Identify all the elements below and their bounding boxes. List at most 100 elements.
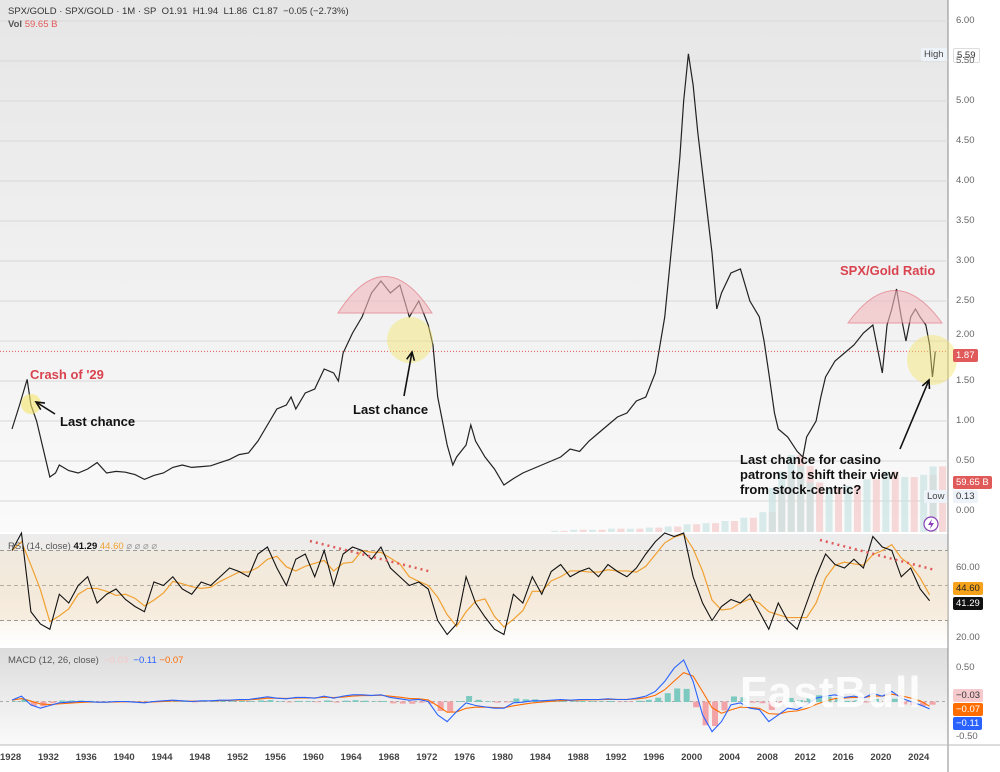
macd-histogram-bar [267,700,274,702]
time-tick-label: 2008 [756,752,778,763]
rsi-settings-icons[interactable]: ⌀ ⌀ ⌀ ⌀ [126,541,158,552]
macd-histogram-bar [503,701,510,703]
arrow-head-icon [34,401,46,411]
time-tick-label: 1980 [491,752,514,763]
chart-header: SPX/GOLD · SPX/GOLD · 1M · SP O1.91 H1.9… [8,6,349,17]
macd-pane [0,648,948,745]
macd-histogram-bar [835,697,842,702]
rsi-value: 41.29 [73,541,98,552]
macd-histogram-bar [598,701,605,702]
macd-histogram-bar [579,700,586,702]
volume-bar [712,523,720,532]
volume-bar [920,474,928,532]
ohlc-high: H1.94 [192,6,219,17]
macd-header[interactable]: MACD (12, 26, close) −0.03 −0.11 −0.07 [8,655,183,666]
macd-histogram-bar [882,701,889,703]
macd-histogram-bar [626,701,633,703]
time-tick-label: 1952 [227,752,249,763]
volume-bar [702,523,710,532]
macd-histogram-bar [447,701,454,712]
price-change: −0.05 (−2.73%) [283,6,349,17]
price-tick-label: 4.50 [956,135,975,146]
price-tick-label: 5.50 [956,55,975,66]
price-tick-label: 1.00 [956,415,975,426]
volume-bar [872,479,880,532]
macd-histogram-bar [248,701,255,702]
rsi-pane [0,534,948,646]
volume-bar [768,488,776,532]
last-price-tag: 1.87 [953,349,978,362]
macd-histogram-bar [191,701,198,703]
lightning-bolt-icon [928,519,934,529]
macd-histogram-bar [522,699,529,702]
macd-histogram-bar [721,701,728,711]
macd-histogram-bar [693,701,700,708]
macd-histogram-bar [371,701,378,702]
volume-bar [570,529,578,532]
low-value-tag: 0.13 [953,490,978,503]
volume-bar [589,529,597,532]
volume-bar [636,528,644,532]
rsi-tick-label: 60.00 [956,562,980,573]
macd-histogram-bar [59,700,66,702]
volume-bar [806,482,814,532]
macd-histogram-bar [920,701,927,707]
volume-bar [778,471,786,532]
macd-histogram-bar [12,701,18,702]
rsi-trendline [819,538,936,572]
macd-histogram-bar [494,701,501,703]
macd-histogram-bar [513,698,520,702]
ratio-annotation: SPX/Gold Ratio [840,263,936,278]
volume-header: Vol 59.65 B [8,19,57,30]
rsi-band [0,550,948,621]
macd-histogram-bar [68,700,75,702]
price-tick-label: 2.00 [956,329,975,340]
volume-bar [797,466,805,532]
volume-bar [891,471,899,532]
time-tick-label: 1992 [605,752,627,763]
time-tick-label: 1944 [151,752,173,763]
time-tick-label: 1956 [264,752,287,763]
macd-histogram-bar [295,700,302,702]
macd-histogram-bar [872,698,879,702]
rsi-header[interactable]: RSI (14, close) 41.29 44.60 ⌀ ⌀ ⌀ ⌀ [8,541,157,552]
rsi-line [11,531,931,636]
price-line [11,53,936,486]
time-tick-label: 1972 [416,752,438,763]
macd-histogram-bar [201,701,208,702]
macd-histogram-bar [617,701,624,703]
volume-bar [825,488,833,532]
time-tick-label: 2024 [908,752,930,763]
volume-bar [844,485,852,532]
volume-bar [730,521,738,532]
time-tick-label: 2016 [832,752,854,763]
last-volume-tag: 59.65 B [953,476,992,489]
rsi-ma-tag: 44.60 [953,582,983,595]
volume-bar [901,477,909,532]
volume-bar [664,526,672,532]
macd-histogram-bar [305,701,312,702]
macd-histogram-bar [49,701,56,703]
macd-signal-line [11,671,930,715]
macd-histogram-bar [343,700,350,702]
time-tick-label: 1996 [643,752,665,763]
macd-histogram-bar [239,700,246,702]
time-tick-label: 2012 [794,752,816,763]
time-tick-label: 1932 [37,752,59,763]
macd-signal-tag: −0.07 [953,703,984,716]
volume-bar [598,529,606,532]
casino-line-3: from stock-centric? [740,482,862,497]
time-tick-label: 1988 [567,752,589,763]
price-tick-label: 4.00 [956,175,975,186]
volume-bar [721,521,729,532]
arrow-head-icon [921,378,931,390]
macd-histogram-bar [380,701,387,702]
macd-histogram-bar [759,701,766,704]
macd-histogram-bar [409,701,416,704]
macd-histogram-bar [636,700,643,702]
macd-histogram-bar [768,701,775,710]
macd-histogram-bar [466,696,473,702]
volume-value: 59.65 B [24,19,58,30]
price-tick-label: 0.50 [956,455,975,466]
